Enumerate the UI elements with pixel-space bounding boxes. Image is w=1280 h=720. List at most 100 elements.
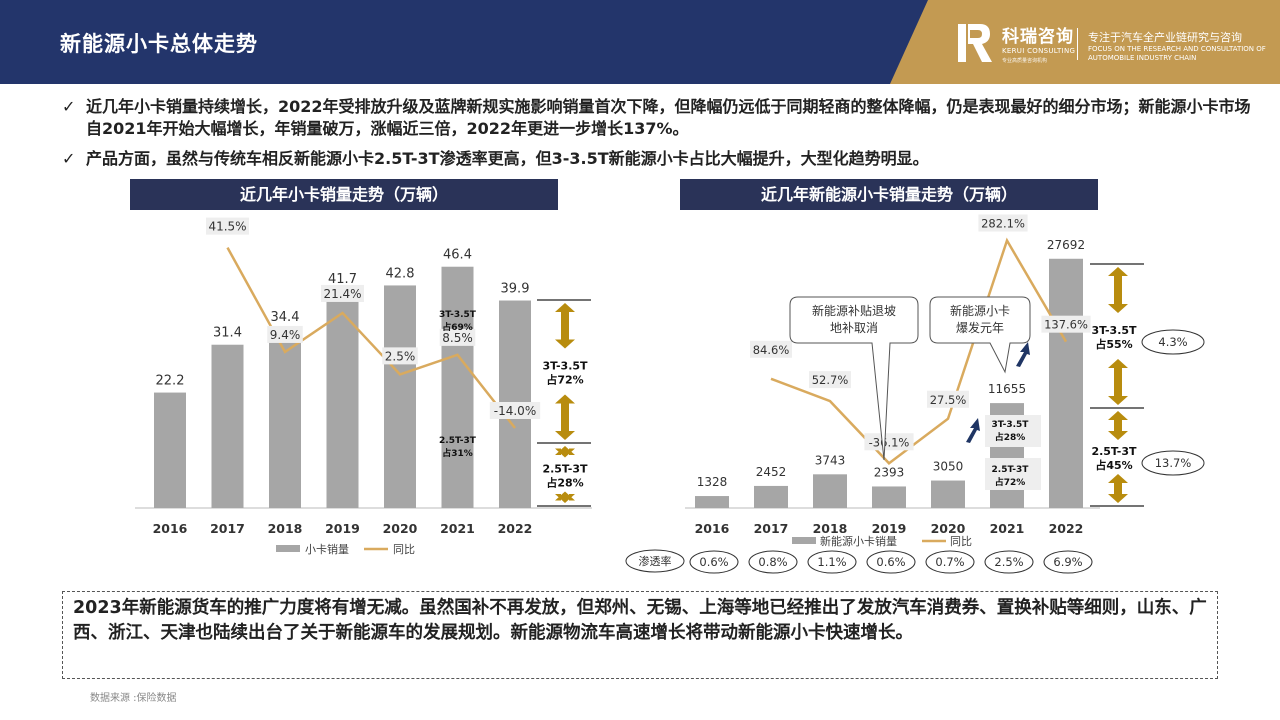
legend-label: 同比 (950, 535, 972, 548)
logo-subtitle: 专业高质量咨询机构 (1002, 58, 1048, 64)
summary-box: 2023年新能源货车的推广力度将有增无减。虽然国补不再发放，但郑州、无锡、上海等… (62, 591, 1218, 679)
yoy-label-bg (864, 433, 914, 451)
share-label: 2.5T-3T (542, 463, 588, 476)
penetration-oval (925, 550, 975, 574)
yoy-label: 282.1% (981, 217, 1025, 231)
double-arrow-icon (1108, 267, 1128, 313)
penetration-value: 0.7% (935, 555, 964, 569)
bar-value-label: 2452 (756, 465, 787, 479)
bar-value-label: 27692 (1047, 238, 1085, 252)
legend-bar-swatch (792, 537, 816, 544)
callout-text: 新能源小卡 (950, 303, 1010, 318)
penetration-value: 4.3% (1158, 335, 1187, 349)
x-tick-label: 2021 (990, 521, 1025, 536)
bar (872, 486, 906, 508)
legend-bar-swatch (276, 545, 300, 552)
penetration-oval (1141, 329, 1205, 355)
x-tick-label: 2022 (1049, 521, 1084, 536)
yoy-label: 52.7% (812, 373, 849, 387)
growth-arrow-icon (966, 418, 980, 443)
penetration-row-label: 渗透率 (639, 554, 672, 568)
x-tick-label: 2017 (210, 521, 245, 536)
share-label: 占45% (1095, 458, 1132, 472)
x-tick-label: 2018 (268, 521, 303, 536)
share-label: 占72% (546, 373, 583, 387)
bar-value-label: 41.7 (328, 272, 357, 287)
page-title: 新能源小卡总体走势 (60, 32, 258, 56)
x-tick-label: 2020 (931, 521, 966, 536)
data-source: 数据来源 :保险数据 (90, 693, 177, 704)
share-label: 占69% (442, 321, 473, 333)
yoy-label-bg (927, 390, 969, 408)
check-icon: ✓ (62, 97, 76, 116)
penetration-value: 0.8% (758, 555, 787, 569)
bar-value-label: 42.8 (386, 266, 415, 281)
x-tick-label: 2016 (695, 521, 730, 536)
share-label: 3T-3.5T (992, 420, 1030, 430)
x-tick-label: 2016 (153, 521, 188, 536)
yoy-label: 2.5% (385, 349, 416, 363)
penetration-value: 6.9% (1053, 555, 1082, 569)
penetration-oval (866, 550, 916, 574)
x-tick-label: 2019 (872, 521, 907, 536)
right-chart-title: 近几年新能源小卡销量走势（万辆） (680, 179, 1098, 210)
yoy-line (770, 237, 1068, 465)
check-icon: ✓ (62, 149, 76, 168)
left-chart-title: 近几年小卡销量走势（万辆） (130, 179, 558, 210)
legend-label: 小卡销量 (305, 542, 349, 556)
callout-text: 爆发元年 (956, 320, 1004, 335)
share-label: 3T-3.5T (542, 360, 588, 373)
bar (1049, 258, 1083, 508)
share-label-bg (985, 415, 1041, 447)
x-tick-label: 2017 (754, 521, 789, 536)
double-arrow-icon (555, 303, 575, 349)
penetration-oval (807, 550, 857, 574)
bar (269, 329, 301, 508)
x-tick-label: 2019 (325, 521, 360, 536)
yoy-label-bg (267, 325, 303, 343)
bar (441, 266, 474, 508)
bar (326, 291, 359, 508)
yoy-label-bg (439, 328, 476, 346)
yoy-label: 41.5% (208, 220, 246, 234)
penetration-value: 1.1% (817, 555, 846, 569)
penetration-oval (984, 550, 1034, 574)
yoy-label-bg (321, 284, 364, 302)
logo-english: KERUI CONSULTING (1002, 47, 1076, 55)
bar-value-label: 31.4 (213, 326, 242, 341)
legend-label: 同比 (393, 543, 415, 556)
logo-name: 科瑞咨询 (1002, 27, 1074, 47)
bar-value-label: 11655 (988, 382, 1026, 396)
callout-bubble (789, 296, 919, 461)
double-arrow-icon (1108, 411, 1128, 440)
penetration-oval (689, 550, 739, 574)
bar (754, 485, 788, 508)
bar-value-label: 34.4 (271, 310, 300, 325)
bar (211, 344, 244, 508)
bar (931, 480, 965, 508)
bar-value-label: 39.9 (501, 282, 530, 297)
penetration-oval (625, 549, 685, 573)
growth-arrow-icon (1016, 342, 1030, 367)
yoy-label-bg (750, 340, 792, 358)
header-divider (1077, 28, 1078, 60)
share-label: 占31% (442, 447, 473, 459)
yoy-label-bg (206, 217, 249, 235)
x-tick-label: 2021 (440, 521, 475, 536)
bar-value-label: 3743 (815, 453, 846, 467)
callout-text: 新能源补贴退坡 (812, 303, 896, 318)
kerui-logo-icon (958, 24, 992, 62)
penetration-value: 13.7% (1155, 456, 1192, 470)
share-label: 3T-3.5T (1091, 324, 1137, 337)
share-label: 2.5T-3T (1091, 445, 1137, 458)
slogan-en: FOCUS ON THE RESEARCH AND CONSULTATION O… (1088, 45, 1266, 62)
penetration-value: 0.6% (876, 555, 905, 569)
bar-value-label: 2393 (874, 465, 905, 479)
yoy-label: 27.5% (930, 393, 967, 407)
penetration-oval (1043, 550, 1093, 574)
penetration-oval (1141, 450, 1205, 476)
legend-label: 新能源小卡销量 (820, 534, 897, 548)
share-label: 2.5T-3T (992, 465, 1030, 475)
penetration-value: 0.6% (699, 555, 728, 569)
